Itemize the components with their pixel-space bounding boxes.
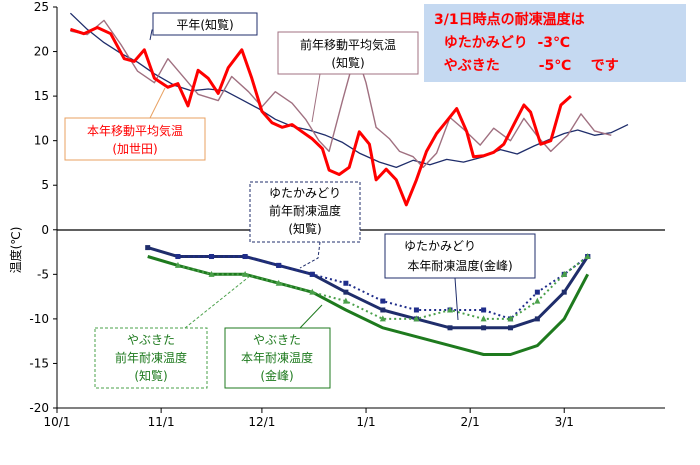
label-yutaka-prev-line3: (知覧) (288, 222, 321, 236)
label-curr-avg-line1: 本年移動平均気温 (87, 123, 183, 138)
y-tick-label: -10 (29, 312, 49, 326)
series-point-yutaka_prev (309, 271, 315, 277)
label-yutaka-curr-line2: 本年耐凍温度(金峰) (407, 258, 512, 273)
x-tick-label: 2/1 (461, 415, 480, 429)
callout-prev-avg-box (277, 31, 419, 75)
y-ticks: 25 20 15 10 5 0 -5 -10 -15 -20 (29, 0, 57, 415)
label-prev-avg: 前年移動平均気温 (知覧) (277, 31, 419, 123)
series-point-yutaka_prev (209, 254, 215, 260)
label-prev-avg-line1: 前年移動平均気温 (300, 37, 396, 52)
label-normal: 平年(知覧) (149, 12, 258, 41)
callout-yabu-curr-box (224, 327, 331, 389)
label-yutaka-prev: ゆたかみどり 前年耐凍温度 (知覧) (249, 181, 361, 269)
label-yutaka-curr: ゆたかみどり 本年耐凍温度(金峰) (384, 233, 536, 321)
y-tick-label: 15 (34, 89, 49, 103)
series-yabu_prev (174, 253, 591, 322)
chart-axes (56, 7, 665, 409)
x-tick-label: 1/1 (356, 415, 375, 429)
x-tick-label: 10/1 (44, 415, 71, 429)
series-point-yutaka_prev (242, 254, 248, 260)
label-yabu-prev-line1: やぶきた (127, 333, 175, 347)
series-point-yabu_prev (242, 270, 249, 277)
summary-line-1: 3/1日時点の耐凍温度は (434, 12, 585, 28)
callout-yutaka-prev-box (249, 181, 361, 243)
series-point-yutaka_prev (343, 280, 349, 286)
label-yabu-prev: やぶきた 前年耐凍温度 (知覧) (94, 275, 251, 389)
series-point-yutaka_curr (343, 289, 349, 295)
series-point-yutaka_prev (380, 298, 386, 304)
series-point-yabu_prev (584, 253, 591, 260)
y-tick-label: 5 (41, 178, 49, 192)
label-prev-avg-line2: (知覧) (331, 56, 364, 70)
series-point-yutaka_curr (447, 325, 453, 331)
summary-line-2: ゆたかみどり -3℃ (434, 35, 571, 51)
label-yutaka-curr-line1: ゆたかみどり (404, 239, 476, 253)
series-curr_avg (69, 26, 572, 207)
series-point-yabu_prev (561, 270, 568, 277)
label-yabu-curr-line3: (金峰) (260, 368, 293, 383)
label-yabu-prev-line3: (知覧) (134, 369, 167, 383)
callout-yabu-prev-pointer (184, 275, 251, 329)
label-yabu-curr-line1: やぶきた (253, 333, 301, 347)
series-point-yabu_prev (275, 279, 282, 286)
y-axis-label: 温度(℃) (8, 227, 23, 274)
series-point-yabu_prev (413, 315, 420, 322)
callout-yabu-prev-box (94, 327, 208, 389)
label-yabu-prev-line2: 前年耐凍温度 (115, 350, 187, 365)
x-ticks: 10/1 11/1 12/1 1/1 2/1 3/1 (44, 408, 574, 429)
series-point-yutaka_prev (276, 262, 282, 268)
y-tick-label: 10 (34, 134, 49, 148)
callout-yutaka-curr-box (384, 233, 536, 279)
series-point-yabu_prev (480, 315, 487, 322)
label-yutaka-prev-line1: ゆたかみどり (269, 186, 341, 200)
y-tick-label: 20 (34, 45, 49, 59)
series-point-yabu_prev (208, 270, 215, 277)
series-point-yutaka_curr (561, 289, 567, 295)
series-line-curr_avg (69, 26, 572, 207)
y-tick-label: -20 (29, 401, 49, 415)
label-normal-text: 平年(知覧) (176, 18, 233, 32)
callout-normal-box (152, 12, 258, 36)
y-tick-label: 0 (41, 223, 49, 237)
y-tick-label: -5 (37, 267, 49, 281)
callout-curr-avg-pointer (149, 87, 166, 119)
y-tick-label: 25 (34, 0, 49, 14)
series-point-yabu_prev (379, 315, 386, 322)
callout-yutaka-curr-pointer (454, 277, 459, 321)
callout-curr-avg-box (64, 117, 206, 161)
series-point-yutaka_prev (481, 307, 487, 313)
label-yabu-curr-line2: 本年耐凍温度 (241, 350, 313, 365)
series-point-yutaka_curr (145, 245, 151, 251)
series-line-yabu_prev (177, 255, 589, 320)
label-curr-avg: 本年移動平均気温 (加世田) (64, 87, 206, 161)
series-point-yabu_prev (507, 315, 514, 322)
label-yutaka-prev-line2: 前年耐凍温度 (269, 203, 341, 218)
series-point-yabu_prev (447, 306, 454, 313)
series-point-yutaka_curr (380, 307, 386, 313)
callout-yabu-curr-pointer (299, 304, 323, 329)
series-point-yabu_prev (174, 261, 181, 268)
x-tick-label: 11/1 (148, 415, 175, 429)
series-point-yutaka_curr (534, 316, 540, 322)
callout-yutaka-prev-pointer (299, 241, 321, 269)
label-yabu-curr: やぶきた 本年耐凍温度 (金峰) (224, 304, 331, 389)
summary-box: 3/1日時点の耐凍温度は ゆたかみどり -3℃ やぶきた -5℃ です (424, 4, 686, 82)
series-point-yutaka_curr (481, 325, 487, 331)
series-point-yabu_prev (534, 297, 541, 304)
label-curr-avg-line2: (加世田) (112, 142, 157, 156)
x-tick-label: 3/1 (555, 415, 574, 429)
callout-prev-avg-pointer (311, 73, 321, 123)
series-point-yabu_prev (342, 297, 349, 304)
summary-line-3: やぶきた -5℃ です (434, 58, 619, 74)
series-point-yabu_prev (309, 288, 316, 295)
series-point-yutaka_prev (534, 289, 540, 295)
series-point-yutaka_prev (175, 254, 181, 260)
y-tick-label: -15 (29, 356, 49, 370)
x-tick-label: 12/1 (248, 415, 275, 429)
series-point-yutaka_curr (507, 325, 513, 331)
series-point-yutaka_prev (413, 307, 419, 313)
